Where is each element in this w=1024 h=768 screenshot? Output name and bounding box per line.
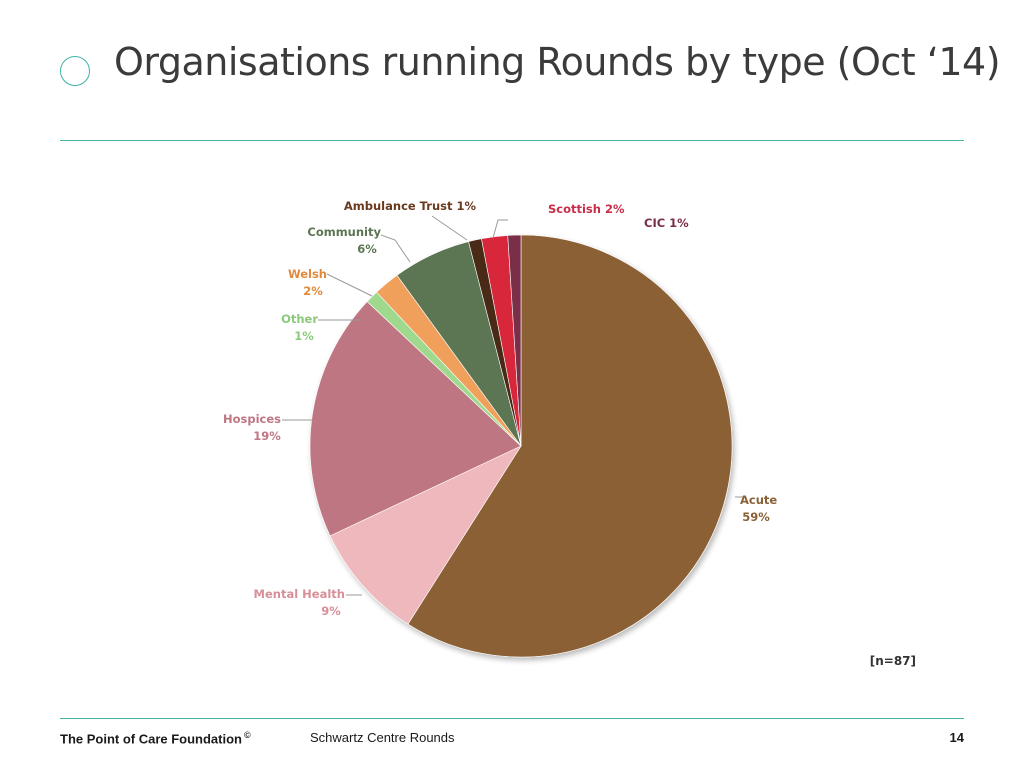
footer-center-text: Schwartz Centre Rounds [310, 730, 455, 745]
slice-value-other: 1% [294, 329, 314, 343]
page-number: 14 [949, 730, 964, 745]
pie-slices [309, 234, 733, 658]
page-title: Organisations running Rounds by type (Oc… [114, 40, 1001, 84]
pie-slice-mental-health [329, 445, 522, 625]
leader-line-scottish [492, 219, 508, 239]
pie-slice-cic [507, 234, 522, 447]
slice-value-mental-health: 9% [321, 604, 341, 618]
footer-organisation: The Point of Care Foundation © [60, 730, 251, 746]
copyright-mark: © [244, 730, 251, 740]
slice-label-welsh: Welsh [288, 267, 327, 281]
slice-label-hospices: Hospices [223, 412, 281, 426]
pie-slice-hospices [309, 301, 522, 537]
slice-label-scottish: Scottish 2% [548, 202, 625, 216]
title-divider [60, 140, 964, 141]
slice-label-cic: CIC 1% [644, 216, 689, 230]
title-bullet [60, 56, 90, 86]
sample-size-note: [n=87] [870, 654, 916, 668]
slice-label-ambulance-trust: Ambulance Trust 1% [344, 199, 477, 213]
leader-line-community [380, 234, 411, 263]
slice-value-hospices: 19% [253, 429, 281, 443]
footer-org-name: The Point of Care Foundation [60, 731, 242, 747]
leader-line-welsh [326, 273, 373, 297]
leader-line-ambulance-trust [431, 215, 468, 241]
footer-divider [60, 718, 964, 719]
slice-label-community: Community [307, 225, 381, 239]
slice-label-other: Other [281, 312, 318, 326]
slice-label-mental-health: Mental Health [254, 587, 345, 601]
slice-value-acute: 59% [742, 510, 770, 524]
slice-value-welsh: 2% [303, 284, 323, 298]
slice-value-community: 6% [357, 242, 377, 256]
pie-slice-acute [407, 234, 733, 658]
slice-label-acute: Acute [740, 493, 777, 507]
